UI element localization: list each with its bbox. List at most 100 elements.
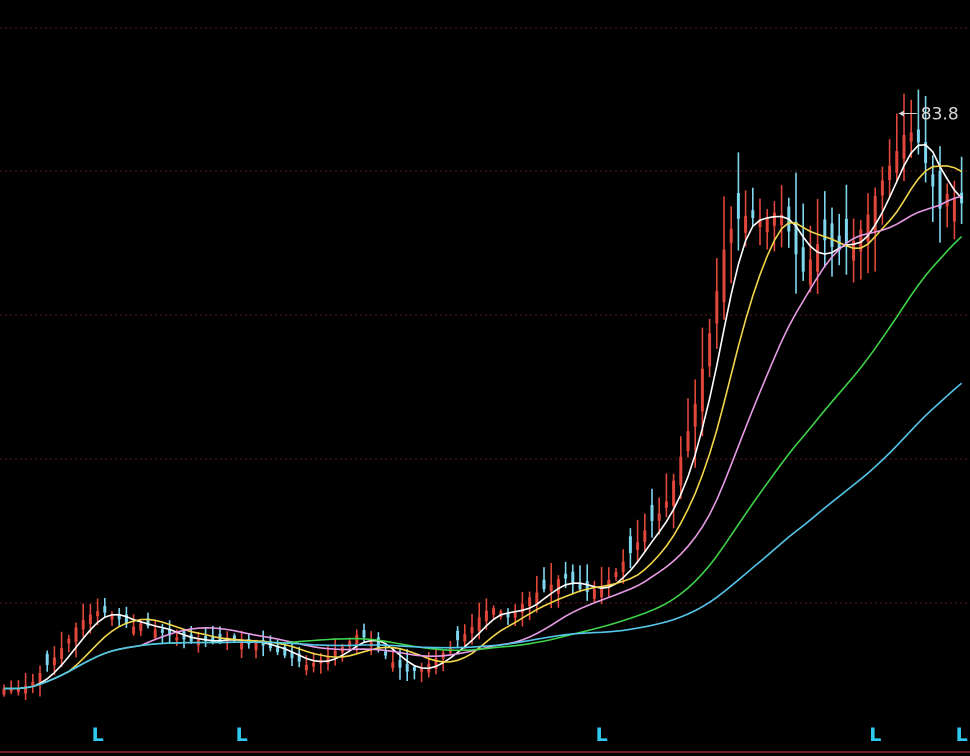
candle-body (679, 456, 683, 486)
candle-body (24, 685, 28, 694)
ma-longest-line (4, 382, 963, 690)
candle-body (60, 648, 64, 659)
candle-body (110, 615, 114, 620)
candle-body (715, 291, 719, 324)
candle-body (542, 579, 546, 590)
candle-body (211, 636, 215, 643)
candle-body (801, 247, 805, 272)
candle-body (664, 501, 668, 508)
candle-body (304, 664, 308, 671)
candle-body (355, 634, 359, 645)
candle-body (38, 672, 42, 683)
candle-body (434, 658, 438, 669)
candle-body (592, 589, 596, 599)
candle-body (916, 129, 920, 143)
candle-body (650, 504, 654, 521)
candle-body (45, 653, 49, 665)
peak-label: 83.8 (921, 105, 959, 125)
ma-fast-line (4, 143, 963, 690)
candle-body (780, 214, 784, 226)
candle-body (535, 592, 539, 605)
candle-body (139, 623, 143, 631)
candle-body (405, 663, 409, 672)
candle-body (585, 581, 589, 592)
candle-body (672, 480, 676, 506)
candle-body (376, 637, 380, 649)
candle-body (520, 603, 524, 613)
candle-body (168, 629, 172, 636)
candle-body (758, 219, 762, 228)
candle-body (232, 635, 236, 640)
candle-body (146, 618, 150, 627)
peak-arrow (898, 110, 904, 117)
candle-body (772, 212, 776, 226)
candle-body (528, 597, 532, 607)
candle-body (794, 221, 798, 255)
candle-body (103, 605, 107, 613)
candle-body (859, 229, 863, 252)
candle-body (808, 259, 812, 285)
candle-body (463, 634, 467, 642)
candle-body (117, 614, 121, 620)
candle-body (391, 662, 395, 668)
candle-body (556, 579, 560, 594)
candle-body (823, 219, 827, 241)
candle-body (931, 174, 935, 187)
candle-body (2, 688, 6, 695)
candle-body (564, 573, 568, 579)
candle-body (420, 667, 424, 672)
candle-body (844, 218, 848, 244)
signal-marker: L (956, 724, 968, 746)
candle-body (600, 585, 604, 598)
candle-body (74, 627, 78, 642)
candle-body (484, 610, 488, 622)
candle-body (81, 620, 85, 630)
candle-body (830, 223, 834, 247)
candle-body (866, 214, 870, 242)
candle-body (398, 659, 402, 668)
candle-body (657, 513, 661, 521)
candle-body (175, 637, 179, 641)
candle-body (456, 630, 460, 641)
candle-body (506, 613, 510, 618)
candle-body (52, 657, 56, 666)
candle-body (621, 561, 625, 572)
candle-body (132, 626, 136, 634)
candle-body (218, 633, 222, 641)
candle-body (729, 228, 733, 243)
candle-body (736, 193, 740, 219)
candle-body (276, 645, 280, 653)
signal-marker: L (869, 724, 881, 746)
candle-body (852, 240, 856, 261)
candle-body (751, 210, 755, 219)
candle-body (67, 638, 71, 644)
candle-body (952, 198, 956, 222)
candle-body (636, 542, 640, 550)
candle-body (412, 666, 416, 671)
candle-body (628, 536, 632, 554)
candle-body (477, 617, 481, 631)
candle-body (283, 646, 287, 656)
candle-body (470, 626, 474, 634)
candle-body (708, 333, 712, 367)
candle-body (362, 630, 366, 638)
candle-body (240, 641, 244, 650)
candle-body (895, 151, 899, 173)
candle-body (924, 142, 928, 164)
candle-body (16, 688, 20, 692)
candle-body (945, 193, 949, 207)
candle-body (312, 662, 316, 667)
candle-body (938, 170, 942, 209)
candle-body (722, 249, 726, 303)
candle-body (31, 681, 35, 687)
candle-body (254, 642, 258, 651)
candle-body (744, 216, 748, 233)
candle-body (9, 688, 13, 692)
candle-body (578, 582, 582, 590)
candle-body (492, 608, 496, 615)
candle-body (700, 368, 704, 412)
candle-body (297, 653, 301, 662)
candle-body (643, 530, 647, 542)
ma-mid-line (4, 165, 962, 690)
